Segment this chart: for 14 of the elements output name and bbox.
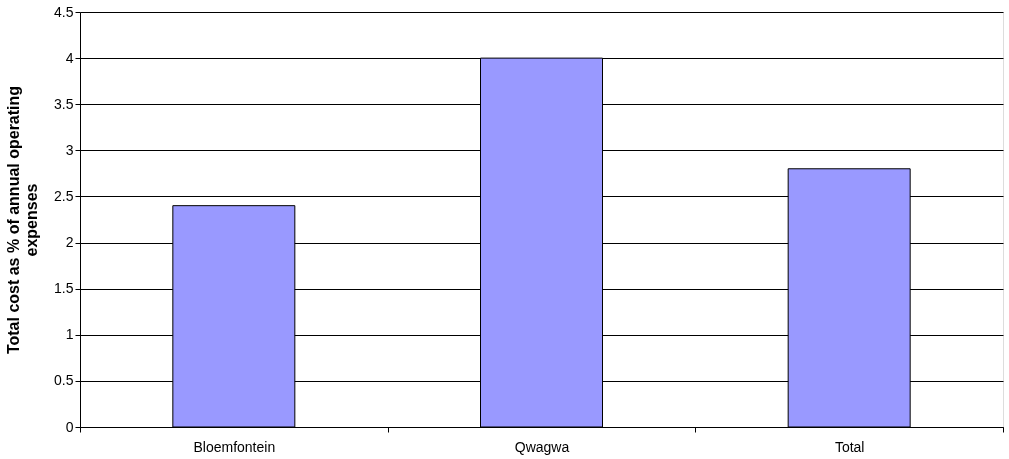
y-tick-label: 4.5	[54, 3, 74, 20]
y-tick-label: 2.5	[54, 187, 74, 204]
y-tick-label: 3	[65, 141, 74, 158]
x-tick-label: Qwagwa	[514, 438, 570, 455]
y-tick-label: 2	[65, 234, 74, 251]
x-tick-label: Total	[834, 438, 865, 455]
y-axis-title: Total cost as % of annual operating expenses	[5, 85, 41, 355]
y-tick-label: 4	[65, 49, 74, 66]
y-tick-label: 0	[65, 418, 74, 435]
y-tick-label: 1.5	[54, 280, 74, 297]
y-tick-label: 3.5	[54, 95, 74, 112]
x-tick-label: Bloemfontein	[193, 438, 276, 455]
y-tick-label: 0.5	[54, 372, 74, 389]
y-tick-label: 1	[65, 326, 74, 343]
